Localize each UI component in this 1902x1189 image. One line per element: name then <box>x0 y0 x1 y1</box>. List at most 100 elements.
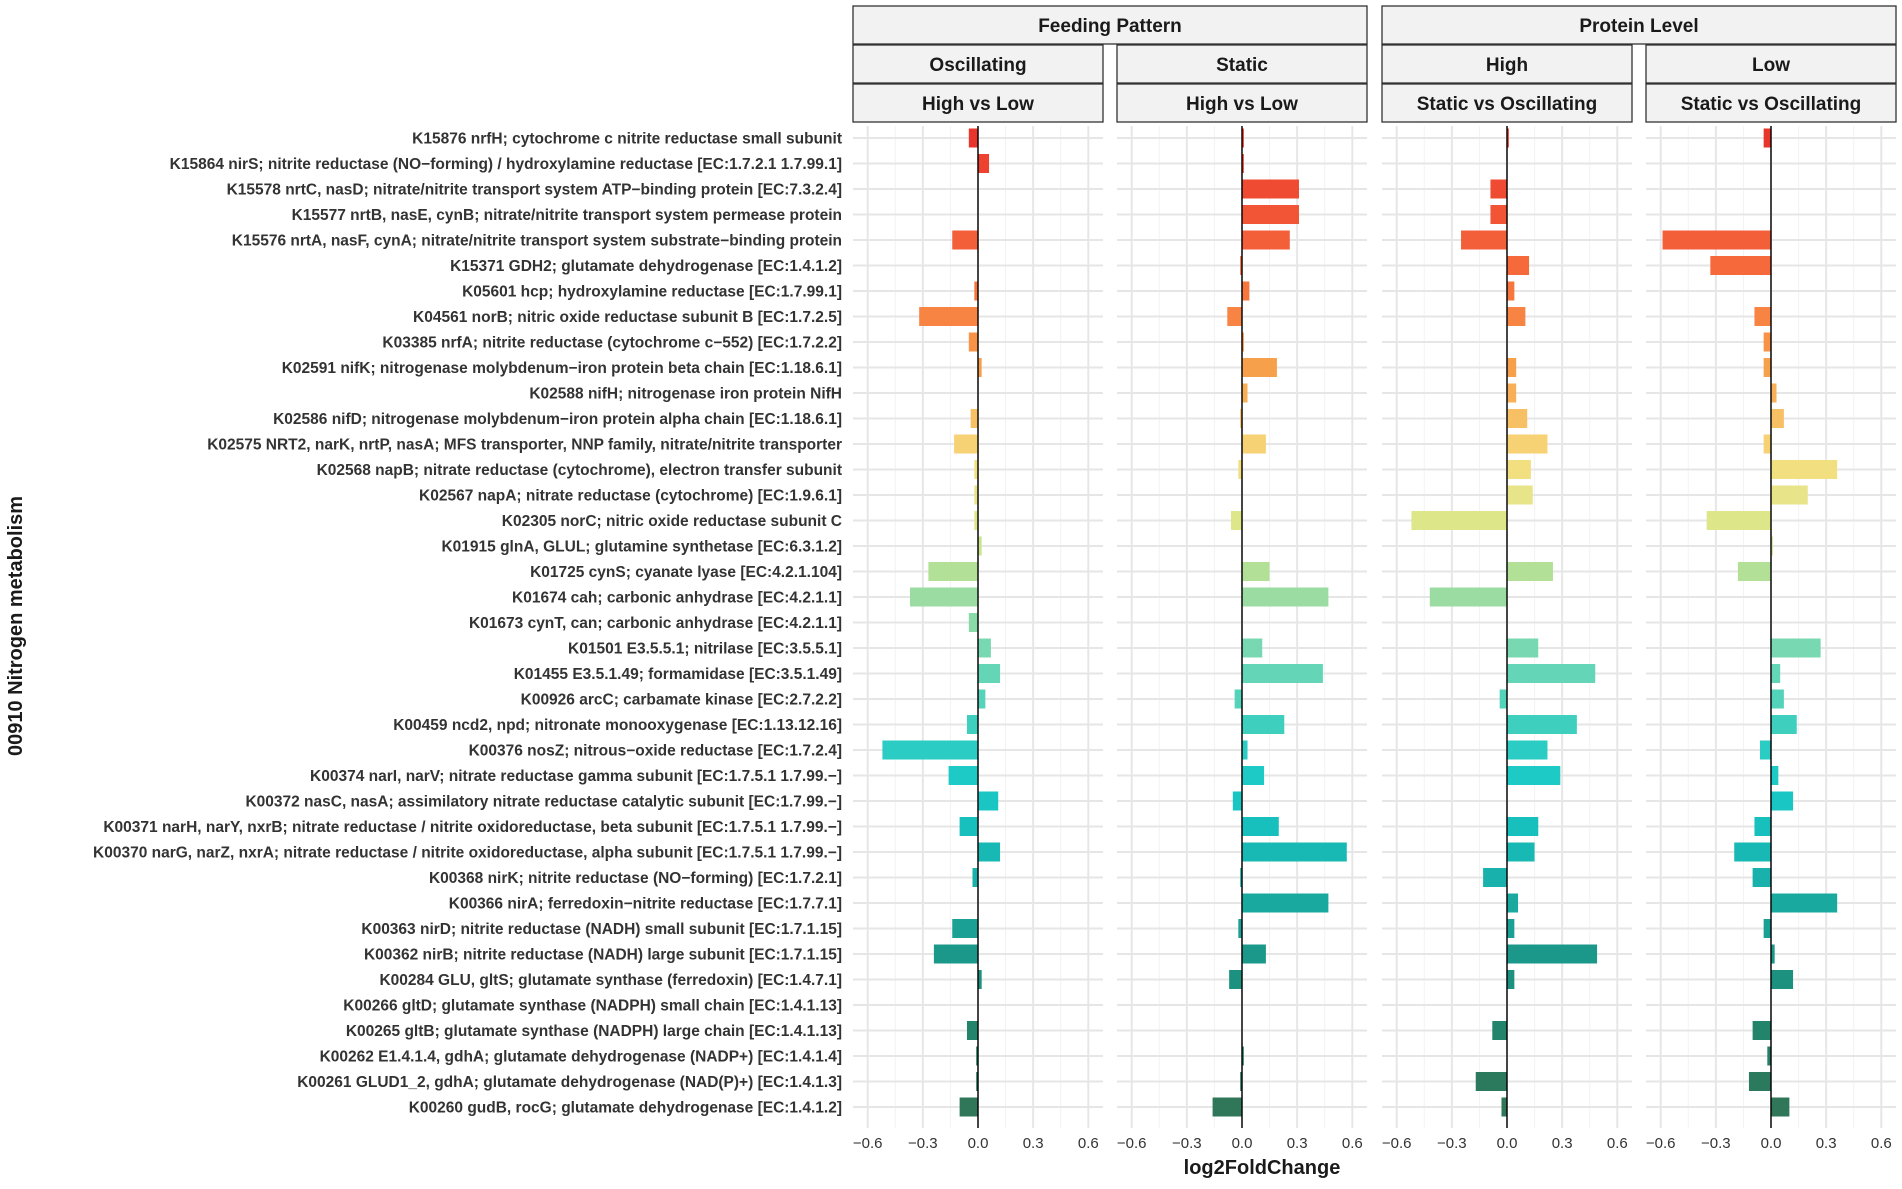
category-label: K01674 cah; carbonic anhydrase [EC:4.2.1… <box>512 590 842 607</box>
bar <box>1242 893 1329 913</box>
bar <box>1507 893 1519 913</box>
x-tick-label: 0.0 <box>1761 1135 1782 1152</box>
bar <box>1507 715 1577 734</box>
bar <box>972 868 978 887</box>
bar <box>1763 919 1771 938</box>
bar <box>978 664 1001 683</box>
category-label: K02575 NRT2, narK, nrtP, nasA; MFS trans… <box>207 437 842 454</box>
x-tick-label: 0.6 <box>1078 1135 1099 1152</box>
x-tick-label: −0.6 <box>1646 1135 1676 1152</box>
category-label: K01455 E3.5.1.49; formamidase [EC:3.5.1.… <box>514 666 842 683</box>
category-label: K01501 E3.5.5.1; nitrilase [EC:3.5.5.1] <box>568 641 842 658</box>
bar <box>909 587 978 607</box>
x-tick-label: −0.3 <box>1437 1135 1467 1152</box>
bar <box>1242 587 1329 607</box>
bar <box>1771 715 1797 734</box>
bar <box>1212 1097 1242 1117</box>
facet-strip-label: High <box>1486 55 1528 76</box>
category-label: K04561 norB; nitric oxide reductase subu… <box>413 309 842 326</box>
bar <box>1507 664 1596 683</box>
bar <box>1754 817 1771 836</box>
bar <box>978 536 982 556</box>
bar <box>1507 409 1528 428</box>
bar <box>1490 179 1507 199</box>
bar <box>1763 358 1771 377</box>
facet-group-strip <box>852 5 1368 45</box>
facet-group-label: Protein Level <box>1579 16 1698 37</box>
bar <box>974 281 978 301</box>
category-label: K02586 nifD; nitrogenase molybdenum−iron… <box>273 411 842 428</box>
x-tick-label: −0.3 <box>1172 1135 1202 1152</box>
bar <box>978 358 982 377</box>
bar <box>1240 256 1242 275</box>
bar <box>1754 307 1771 326</box>
bar <box>976 1072 978 1091</box>
bar <box>1461 230 1507 250</box>
bar <box>933 944 978 964</box>
bar <box>1771 409 1784 428</box>
bar <box>974 460 978 479</box>
facet-strip <box>1381 83 1633 123</box>
bar <box>1507 358 1517 377</box>
bar <box>1242 358 1277 377</box>
x-tick-label: −0.6 <box>853 1135 883 1152</box>
category-label: K15371 GDH2; glutamate dehydrogenase [EC… <box>450 258 842 275</box>
bar <box>1507 740 1548 760</box>
category-label: K00265 gltB; glutamate synthase (NADPH) … <box>346 1023 842 1040</box>
bar <box>1662 230 1771 250</box>
x-tick-label: 0.0 <box>968 1135 989 1152</box>
bar <box>948 766 978 785</box>
x-tick-label: 0.3 <box>1287 1135 1308 1152</box>
category-label: K00284 GLU, gltS; glutamate synthase (fe… <box>379 972 842 989</box>
bar <box>1771 536 1773 556</box>
category-label: K15578 nrtC, nasD; nitrate/nitrite trans… <box>227 182 842 199</box>
facet-strip <box>1645 83 1897 123</box>
bar <box>968 332 978 352</box>
bar <box>1242 434 1266 454</box>
category-label: K02567 napA; nitrate reductase (cytochro… <box>419 488 842 505</box>
bar <box>1234 689 1242 709</box>
bar <box>1229 970 1242 989</box>
bar <box>1483 868 1507 887</box>
bar <box>976 1046 978 1066</box>
bar <box>1242 128 1244 148</box>
x-tick-label: 0.6 <box>1342 1135 1363 1152</box>
category-label: K02588 nifH; nitrogenase iron protein Ni… <box>529 386 842 403</box>
bar <box>1771 893 1838 913</box>
category-label: K01673 cynT, can; carbonic anhydrase [EC… <box>469 615 842 632</box>
bar <box>1767 1046 1771 1066</box>
x-axis-title: log2FoldChange <box>1184 1157 1341 1179</box>
bar <box>1752 1021 1771 1040</box>
bar <box>928 562 978 581</box>
bar <box>1490 205 1507 224</box>
x-tick-label: 0.6 <box>1607 1135 1628 1152</box>
bar <box>1771 664 1781 683</box>
facet-group-strip <box>1381 5 1897 45</box>
bar <box>1507 256 1530 275</box>
bar <box>1242 1046 1244 1066</box>
bar <box>1507 128 1509 148</box>
x-tick-label: 0.3 <box>1816 1135 1837 1152</box>
category-label: K15864 nirS; nitrite reductase (NO−formi… <box>170 156 842 173</box>
x-tick-label: −0.3 <box>1701 1135 1731 1152</box>
bar <box>1706 511 1771 530</box>
bar <box>978 842 1001 862</box>
bar <box>1771 638 1821 658</box>
bar <box>978 689 986 709</box>
category-label: K00366 nirA; ferredoxin−nitrite reductas… <box>449 896 842 913</box>
bar <box>959 817 978 836</box>
facet-strip <box>1645 44 1897 84</box>
bar <box>1763 128 1771 148</box>
category-label: K05601 hcp; hydroxylamine reductase [EC:… <box>462 284 842 301</box>
facet-strip <box>1116 83 1368 123</box>
category-label: K02305 norC; nitric oxide reductase subu… <box>502 513 842 530</box>
bar <box>1771 944 1775 964</box>
bar <box>1507 842 1535 862</box>
bar <box>1507 307 1526 326</box>
bar <box>1242 230 1290 250</box>
bar <box>952 230 978 250</box>
bar <box>1507 919 1515 938</box>
bar <box>1507 766 1561 785</box>
bar <box>1240 1072 1242 1091</box>
